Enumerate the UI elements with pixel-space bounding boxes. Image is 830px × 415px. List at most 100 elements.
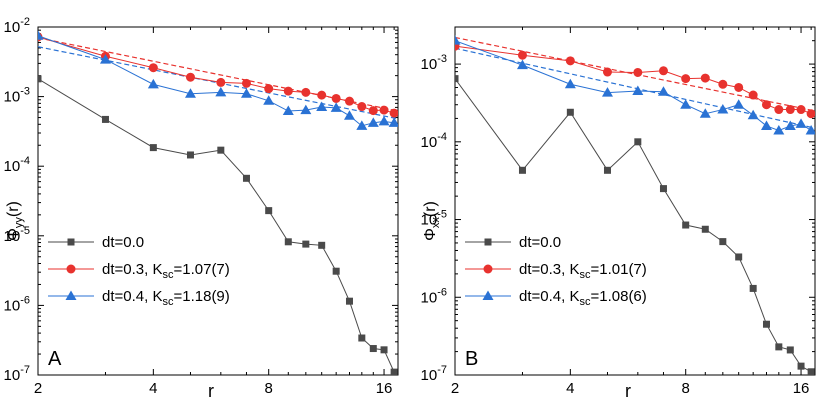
data-point [332,267,340,275]
y-tick-label: 10-4 [4,155,30,175]
data-point [566,108,574,116]
data-point [748,90,758,100]
data-point [379,105,389,115]
data-point [518,166,526,174]
y-tick-label: 10-3 [421,53,447,73]
data-point [242,174,250,182]
legend-marker [482,290,494,300]
data-point [658,66,668,76]
data-point [701,225,709,233]
data-point [380,346,388,354]
panel-label: B [465,348,478,370]
y-tick-label: 10-7 [4,364,30,384]
series-square [455,75,815,375]
data-point [602,67,612,77]
data-point [38,30,44,40]
series-triangle [38,30,398,130]
data-point [300,104,312,115]
series-square [38,75,398,375]
data-point [317,90,327,100]
series-line [455,40,812,131]
legend-marker [483,264,493,274]
y-axis-label: Φyy(r) [5,201,25,241]
plot-frame [37,26,399,376]
data-point [634,138,642,146]
data-point [149,144,157,152]
data-point [301,87,311,97]
data-point [357,102,367,112]
data-point [797,362,805,370]
y-axis-label: Φxx(r) [422,201,442,241]
x-tick-label: 4 [566,380,574,397]
data-point [344,96,354,106]
data-point [240,88,252,98]
data-point [455,75,459,83]
data-point [734,82,744,92]
series-circle [455,41,815,119]
series-line [38,35,395,127]
data-point [330,102,342,112]
data-point [796,105,806,115]
y-tick-label: 10-7 [421,364,447,384]
data-point [717,104,729,114]
data-point [735,253,743,261]
x-axis-label: r [208,381,214,401]
data-point [517,50,527,60]
series-line [38,36,395,114]
x-tick-label: 16 [376,380,393,397]
data-area [455,35,815,375]
data-point [217,146,225,154]
data-area [38,30,398,375]
data-point [680,99,692,109]
data-point [241,78,251,88]
data-point [564,78,576,89]
x-tick-label: 8 [682,380,690,397]
data-point [283,86,293,96]
legend: dt=0.0 dt=0.3, Ksc=1.07(7) dt=0.4, Ksc=1.1… [48,234,230,308]
data-point [38,75,42,83]
data-point [603,166,611,174]
data-point [775,343,783,351]
data-point [749,284,757,292]
legend-marker [65,290,77,300]
data-point [699,108,711,118]
data-point [101,115,109,123]
data-point [774,105,784,115]
data-point [264,84,274,94]
data-point [760,120,772,130]
data-point [784,120,796,130]
data-point [632,85,644,96]
series-circle [38,32,398,118]
y-tick-label: 10-6 [421,286,447,306]
data-point [186,151,194,159]
y-tick-label: 10-5 [4,225,30,245]
legend-label: dt=0.0 [519,234,561,251]
data-point [785,105,795,115]
y-tick-label: 10-2 [4,16,30,36]
data-point [747,109,759,120]
data-point [148,63,158,73]
legend-label: dt=0.0 [102,234,144,251]
data-point [184,88,196,98]
data-point [516,59,528,70]
chart-panel-b: 10-310-410-510-610-72 4 8 16rΦxx(r)Bdt=0.0d… [421,26,816,401]
data-point [369,345,377,353]
legend: dt=0.0 dt=0.3, Ksc=1.01(7) dt=0.4, Ksc=1.0… [465,234,647,308]
legend-marker [484,238,492,246]
data-point [388,117,398,127]
legend-marker [67,238,75,246]
data-point [390,368,398,375]
data-point [805,124,815,135]
data-point [215,86,227,97]
chart-panel-a: 10-2 10-3 10-4 10-5 10-6 10-72 4 8 16 r Φyy(r) Adt=… [4,16,399,401]
data-point [700,73,710,83]
x-axis-label: r [625,381,631,401]
data-point [761,100,771,110]
x-tick-label: 8 [265,380,273,397]
y-tick-label: 10-3 [4,86,30,106]
data-point [601,87,613,97]
data-point [719,238,727,246]
data-point [681,74,691,84]
data-point [659,185,667,193]
y-minor-ticks [38,29,398,355]
